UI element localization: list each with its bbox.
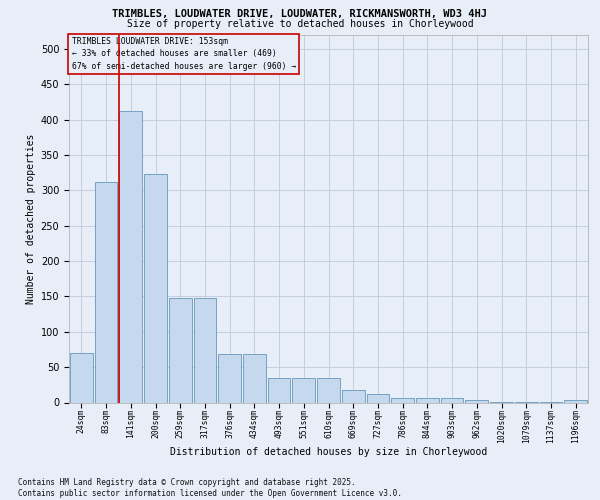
Bar — [218, 354, 241, 403]
Bar — [564, 400, 587, 402]
Bar — [169, 298, 191, 403]
Bar — [70, 353, 93, 403]
Bar — [391, 398, 414, 402]
Text: TRIMBLES LOUDWATER DRIVE: 153sqm
← 33% of detached houses are smaller (469)
67% : TRIMBLES LOUDWATER DRIVE: 153sqm ← 33% o… — [71, 37, 296, 71]
Bar — [416, 398, 439, 402]
Bar — [292, 378, 315, 402]
Bar — [441, 398, 463, 402]
Bar — [268, 378, 290, 402]
Text: TRIMBLES, LOUDWATER DRIVE, LOUDWATER, RICKMANSWORTH, WD3 4HJ: TRIMBLES, LOUDWATER DRIVE, LOUDWATER, RI… — [113, 9, 487, 19]
Bar — [194, 298, 216, 403]
Bar — [119, 112, 142, 403]
Bar — [317, 378, 340, 402]
Bar — [367, 394, 389, 402]
Bar — [466, 400, 488, 402]
Y-axis label: Number of detached properties: Number of detached properties — [26, 134, 37, 304]
Text: Size of property relative to detached houses in Chorleywood: Size of property relative to detached ho… — [127, 19, 473, 29]
Bar — [95, 182, 118, 402]
Text: Contains HM Land Registry data © Crown copyright and database right 2025.
Contai: Contains HM Land Registry data © Crown c… — [18, 478, 402, 498]
X-axis label: Distribution of detached houses by size in Chorleywood: Distribution of detached houses by size … — [170, 447, 487, 457]
Bar — [342, 390, 365, 402]
Bar — [243, 354, 266, 403]
Bar — [144, 174, 167, 402]
